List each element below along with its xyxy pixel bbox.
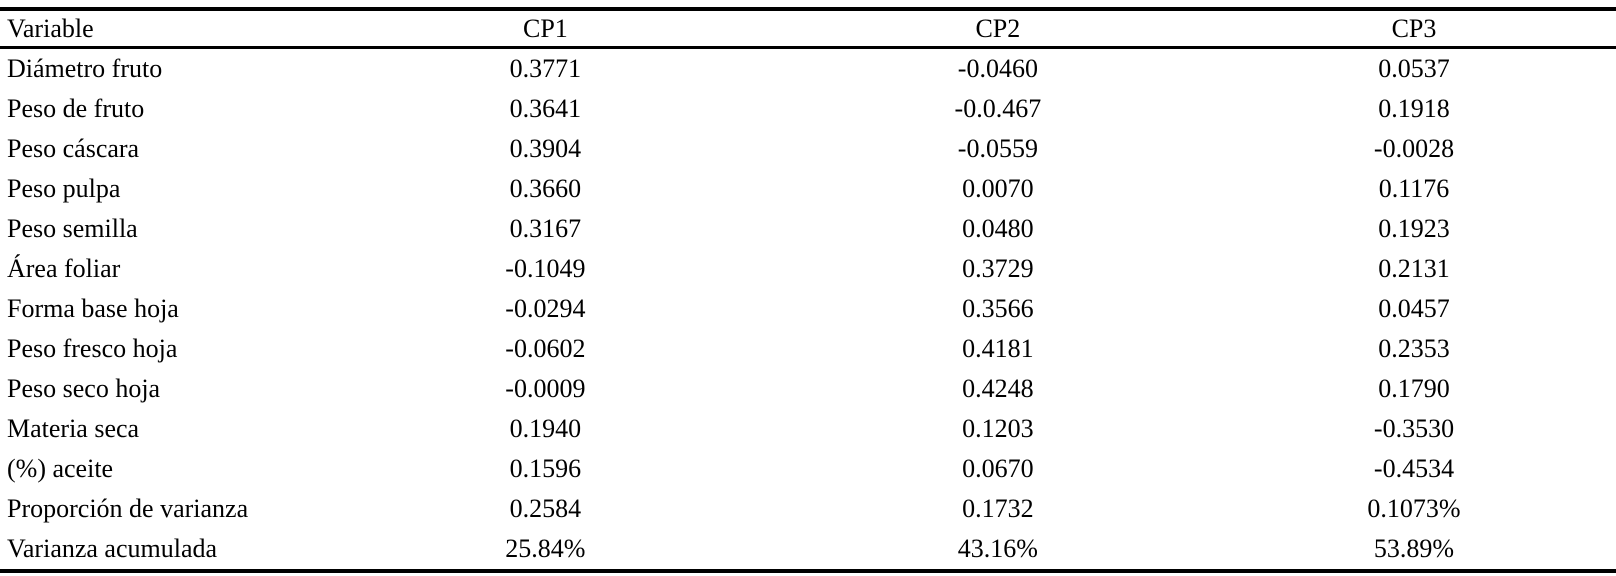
cell-value: 0.1596 — [509, 454, 582, 483]
table-row: Peso pulpa 0.3660 0.0070 0.1176 — [0, 169, 1616, 209]
table-row: (%) aceite 0.1596 0.0670 -0.4534 — [0, 449, 1616, 489]
cell-value: 25.84% — [505, 534, 586, 563]
row-variable-label: Peso seco hoja — [7, 374, 161, 403]
cell-value: 0.0457 — [1378, 294, 1450, 323]
cell-value: 0.0537 — [1378, 54, 1450, 83]
cell-value: 43.16% — [957, 534, 1038, 563]
table-body: Diámetro fruto 0.3771 -0.0460 0.0537 Peso de… — [0, 48, 1616, 572]
table-row: Peso cáscara 0.3904 -0.0559 -0.0028 — [0, 129, 1616, 169]
row-variable-label: Varianza acumulada — [7, 534, 218, 563]
row-variable-label: Peso de fruto — [7, 94, 145, 123]
row-variable-label: Área foliar — [7, 254, 121, 283]
table-row: Diámetro fruto 0.3771 -0.0460 0.0537 — [0, 48, 1616, 90]
cell-value: 0.0070 — [962, 174, 1034, 203]
cell-value: 0.2353 — [1378, 334, 1450, 363]
cell-value: 0.2584 — [509, 494, 582, 523]
cell-value: -0.1049 — [505, 254, 586, 283]
table-row: Forma base hoja -0.0294 0.3566 0.0457 — [0, 289, 1616, 329]
table-row: Materia seca 0.1940 0.1203 -0.3530 — [0, 409, 1616, 449]
table-row: Proporción de varianza 0.2584 0.1732 0.1073… — [0, 489, 1616, 529]
cell-value: -0.4534 — [1373, 454, 1455, 483]
cell-value: -0.0460 — [957, 54, 1038, 83]
header-row: Variable CP1 CP2 CP3 — [0, 9, 1616, 48]
column-header-cp2: CP2 — [975, 13, 1021, 43]
row-variable-label: (%) aceite — [7, 454, 114, 483]
column-header-cp3: CP3 — [1391, 13, 1437, 43]
cell-value: 0.1918 — [1378, 94, 1450, 123]
table-row: Peso fresco hoja -0.0602 0.4181 0.2353 — [0, 329, 1616, 369]
cell-value: 0.1940 — [509, 414, 582, 443]
row-variable-label: Peso pulpa — [7, 174, 121, 203]
cell-value: 0.0480 — [962, 214, 1034, 243]
pca-loadings-table: Variable CP1 CP2 CP3 Diámetro fruto 0.377… — [0, 7, 1616, 573]
column-header-variable: Variable — [7, 13, 94, 43]
cell-value: 0.3167 — [509, 214, 582, 243]
cell-value: 0.1176 — [1378, 174, 1450, 203]
cell-value: -0.0602 — [505, 334, 586, 363]
cell-value: 0.1790 — [1378, 374, 1450, 403]
column-header-cp1: CP1 — [522, 13, 568, 43]
cell-value: 53.89% — [1373, 534, 1455, 563]
row-variable-label: Forma base hoja — [7, 294, 179, 323]
cell-value: -0.3530 — [1373, 414, 1455, 443]
row-variable-label: Peso cáscara — [7, 134, 140, 163]
cell-value: 0.1923 — [1378, 214, 1450, 243]
cell-value: 0.3566 — [962, 294, 1034, 323]
cell-value: 0.3641 — [509, 94, 582, 123]
cell-value: -0.0.467 — [954, 94, 1042, 123]
cell-value: -0.0028 — [1373, 134, 1455, 163]
cell-value: 0.3660 — [509, 174, 582, 203]
cell-value: 0.1073% — [1367, 494, 1461, 523]
cell-value: -0.0009 — [505, 374, 586, 403]
table-row: Área foliar -0.1049 0.3729 0.2131 — [0, 249, 1616, 289]
cell-value: 0.2131 — [1378, 254, 1450, 283]
cell-value: 0.4181 — [962, 334, 1034, 363]
cell-value: 0.4248 — [962, 374, 1034, 403]
cell-value: 0.1732 — [962, 494, 1034, 523]
cell-value: 0.3771 — [509, 54, 582, 83]
cell-value: -0.0294 — [505, 294, 586, 323]
row-variable-label: Peso semilla — [7, 214, 138, 243]
cell-value: 0.0670 — [962, 454, 1034, 483]
cell-value: 0.3904 — [509, 134, 582, 163]
cell-value: 0.1203 — [962, 414, 1034, 443]
table-row: Varianza acumulada 25.84% 43.16% 53.89% — [0, 529, 1616, 571]
row-variable-label: Peso fresco hoja — [7, 334, 178, 363]
table-row: Peso seco hoja -0.0009 0.4248 0.1790 — [0, 369, 1616, 409]
cell-value: 0.3729 — [962, 254, 1034, 283]
row-variable-label: Materia seca — [7, 414, 140, 443]
row-variable-label: Diámetro fruto — [7, 54, 163, 83]
row-variable-label: Proporción de varianza — [7, 494, 249, 523]
table-row: Peso de fruto 0.3641 -0.0.467 0.1918 — [0, 89, 1616, 129]
cell-value: -0.0559 — [957, 134, 1038, 163]
table-row: Peso semilla 0.3167 0.0480 0.1923 — [0, 209, 1616, 249]
